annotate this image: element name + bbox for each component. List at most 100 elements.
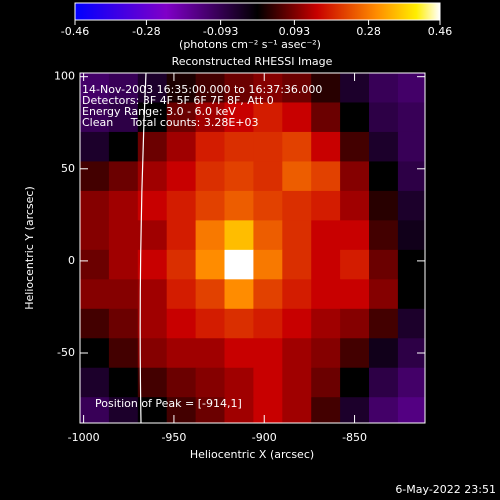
heatmap-cell (80, 397, 110, 423)
peak-label: Position of Peak = [-914,1] (95, 397, 242, 410)
heatmap-cell (195, 220, 226, 251)
heatmap-cell (253, 161, 283, 192)
heatmap-cell (195, 161, 226, 192)
heatmap-cell (224, 338, 254, 369)
heatmap-cell (369, 102, 399, 133)
heatmap-cell (340, 338, 370, 369)
heatmap-cell (195, 190, 226, 221)
heatmap-cell (397, 73, 425, 103)
heatmap-cell (253, 249, 283, 280)
heatmap-cell (80, 308, 110, 339)
heatmap-cell (108, 190, 139, 221)
heatmap-cell (224, 190, 254, 221)
heatmap-cell (369, 190, 399, 221)
heatmap-cell (108, 338, 139, 369)
heatmap-cell (108, 308, 139, 339)
heatmap-cell (195, 279, 226, 310)
heatmap-cell (108, 367, 139, 398)
heatmap-cell (253, 73, 283, 103)
heatmap-cell (224, 367, 254, 398)
heatmap-cell (137, 367, 168, 398)
heatmap-cell (340, 249, 370, 280)
heatmap-cell (397, 102, 425, 133)
x-tick-label: -950 (161, 431, 186, 444)
heatmap-cell (397, 279, 425, 310)
heatmap-cell (282, 338, 312, 369)
heatmap-cell (224, 397, 254, 423)
heatmap-cell (253, 131, 283, 162)
heatmap-cell (166, 367, 197, 398)
heatmap-cell (137, 279, 168, 310)
chart-title: Reconstructed RHESSI Image (172, 55, 333, 68)
heatmap-cell (369, 249, 399, 280)
heatmap-cell (108, 397, 139, 423)
heatmap-cell (311, 397, 341, 423)
heatmap-cell (253, 102, 283, 133)
heatmap-cell (166, 73, 197, 103)
colorbar (74, 2, 441, 21)
heatmap-cell (166, 338, 197, 369)
heatmap-cell (369, 338, 399, 369)
heatmap-cell (166, 161, 197, 192)
heatmap-cell (369, 367, 399, 398)
heatmap-cell (311, 367, 341, 398)
heatmap-cell (311, 338, 341, 369)
annotations: 14-Nov-2003 16:35:00.000 to 16:37:36.000… (82, 83, 322, 129)
heatmap-cell (311, 308, 341, 339)
y-tick-label: 0 (68, 254, 75, 267)
heatmap-cell (253, 338, 283, 369)
heatmap-cell (253, 220, 283, 251)
heatmap-cell (311, 190, 341, 221)
heatmap-cell (80, 249, 110, 280)
heatmap-cell (108, 131, 139, 162)
heatmap-cell (195, 249, 226, 280)
x-axis-label: Heliocentric X (arcsec) (190, 448, 314, 461)
heatmap-cell (311, 161, 341, 192)
heatmap-cell (224, 220, 254, 251)
y-axis-label: Heliocentric Y (arcsec) (23, 186, 36, 310)
heatmap-cell (80, 279, 110, 310)
heatmap-cell (369, 279, 399, 310)
heatmap-cell (282, 102, 312, 133)
heatmap-cell (224, 73, 254, 103)
heatmap-cell (108, 161, 139, 192)
heatmap-cell (369, 131, 399, 162)
heatmap-cell (340, 279, 370, 310)
annotation: Detectors: 3F 4F 5F 6F 7F 8F, Att 0 (82, 94, 274, 107)
heatmap-cell (108, 73, 139, 103)
heatmap-cell (166, 190, 197, 221)
heatmap-cell (195, 131, 226, 162)
heatmap-cell (195, 73, 226, 103)
heatmap-cell (369, 397, 399, 423)
footer: 6-May-2022 23:51 (395, 483, 496, 496)
heatmap-cell (311, 249, 341, 280)
heatmap-cell (311, 279, 341, 310)
heatmap-cell (137, 73, 168, 103)
heatmap-cell (282, 220, 312, 251)
colorbar-tick-label: 0.46 (428, 25, 453, 38)
heatmap-cell (340, 220, 370, 251)
heatmap-cell (224, 131, 254, 162)
heatmap-cell (195, 367, 226, 398)
heatmap-cell (253, 397, 283, 423)
heatmap-cell (195, 397, 226, 423)
heatmap-cell (80, 367, 110, 398)
heatmap-cell (166, 131, 197, 162)
heatmap-cell (224, 308, 254, 339)
heatmap-cell (195, 338, 226, 369)
heatmap-cell (397, 397, 425, 423)
heatmap-cell (311, 131, 341, 162)
heatmap-cell (253, 279, 283, 310)
heatmap-cell (166, 102, 197, 133)
heatmap-cell (282, 190, 312, 221)
heatmap-cell (80, 73, 110, 103)
heatmap-cell (80, 131, 110, 162)
heatmap-cell (137, 220, 168, 251)
heatmap-cell (340, 161, 370, 192)
heatmap-cell (224, 102, 254, 133)
plot-frame (79, 72, 426, 424)
annotation: 14-Nov-2003 16:35:00.000 to 16:37:36.000 (82, 83, 322, 96)
y-tick-label: 50 (61, 162, 75, 175)
x-tick-label: -1000 (68, 431, 100, 444)
